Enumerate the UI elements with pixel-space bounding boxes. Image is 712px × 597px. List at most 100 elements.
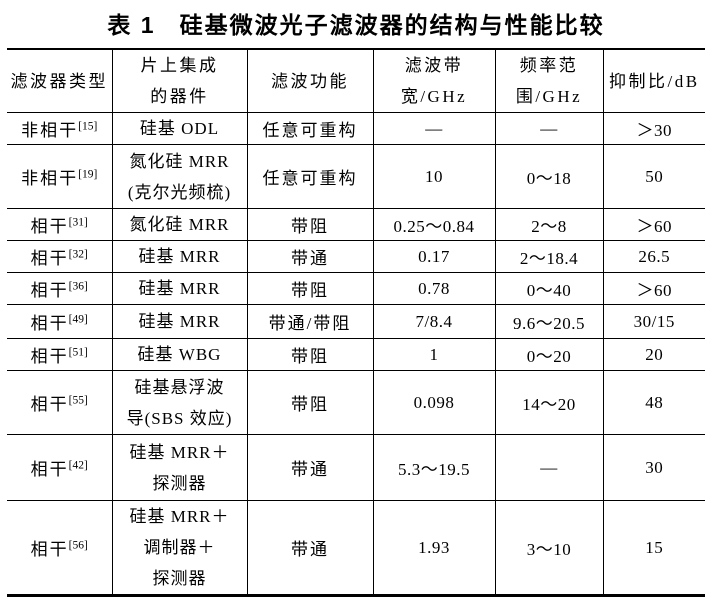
cell-device: 硅基 WBG — [111, 338, 248, 371]
table-row: 非相干[19] 氮化硅 MRR (克尔光频梳) 任意可重构 10 0～18 50 — [7, 144, 705, 209]
cell-device: 硅基 MRR — [111, 272, 248, 305]
cell-rejection: 30 — [602, 434, 705, 501]
table-row: 相干[55] 硅基悬浮波 导(SBS 效应) 带阻 0.098 14～20 48 — [7, 370, 705, 435]
cell-device: 硅基 MRR＋ 探测器 — [111, 434, 248, 501]
table-row: 相干[42] 硅基 MRR＋ 探测器 带通 5.3～19.5 — 30 — [7, 434, 705, 501]
cell-rejection: 26.5 — [602, 240, 705, 273]
header-line: 的器件 — [150, 87, 209, 106]
table-row: 相干[36] 硅基 MRR 带阻 0.78 0～40 ＞60 — [7, 272, 705, 305]
col-header-function: 滤波功能 — [246, 48, 374, 113]
cell-bandwidth: 7/8.4 — [372, 304, 496, 339]
cell-bandwidth: — — [372, 112, 496, 145]
device-line: 硅基 MRR — [138, 312, 221, 331]
device-line: 硅基 MRR — [138, 247, 221, 266]
cell-filter-type: 相干[32] — [7, 240, 113, 273]
cell-function: 任意可重构 — [246, 144, 374, 209]
cell-device: 硅基 MRR — [111, 240, 248, 273]
cell-range: 0～20 — [494, 338, 604, 371]
device-line: 硅基悬浮波 — [134, 377, 225, 397]
cell-range: 9.6～20.5 — [494, 304, 604, 339]
reference-superscript: [36] — [68, 280, 88, 293]
device-line: 探测器 — [152, 473, 207, 493]
filter-type-label: 相干 — [30, 395, 69, 414]
cell-bandwidth: 1.93 — [372, 500, 496, 596]
reference-superscript: [31] — [68, 216, 88, 229]
cell-rejection: ＞30 — [602, 112, 705, 145]
cell-rejection: ＞60 — [602, 208, 705, 241]
cell-function: 带阻 — [246, 338, 374, 371]
table-row: 相干[31] 氮化硅 MRR 带阻 0.25～0.84 2～8 ＞60 — [7, 208, 705, 241]
cell-range: 14～20 — [494, 370, 604, 435]
cell-range: 0～40 — [494, 272, 604, 305]
table-caption-title: 硅基微波光子滤波器的结构与性能比较 — [179, 12, 605, 38]
col-header-bandwidth: 滤波带 宽/GHz — [372, 48, 496, 113]
device-line: 氮化硅 MRR — [129, 151, 230, 171]
filter-type-label: 相干 — [30, 460, 69, 479]
table-row: 相干[49] 硅基 MRR 带通/带阻 7/8.4 9.6～20.5 30/15 — [7, 304, 705, 339]
reference-superscript: [19] — [78, 168, 98, 181]
device-line: 氮化硅 MRR — [129, 215, 230, 234]
filter-type-label: 非相干 — [21, 169, 79, 188]
cell-device: 硅基 ODL — [111, 112, 248, 145]
cell-rejection: 48 — [602, 370, 705, 435]
header-line: 片上集成 — [140, 56, 219, 75]
cell-device: 硅基 MRR＋ 调制器＋ 探测器 — [111, 500, 248, 596]
cell-rejection: 20 — [602, 338, 705, 371]
col-header-device: 片上集成 的器件 — [111, 48, 248, 113]
filters-comparison-table: 滤波器类型 片上集成 的器件 滤波功能 滤波带 宽/GHz 频率范 围/GHz — [7, 48, 705, 597]
cell-function: 带通 — [246, 240, 374, 273]
header-line: 宽/GHz — [400, 87, 468, 106]
header-line: 滤波带 — [404, 56, 464, 75]
reference-superscript: [49] — [68, 313, 88, 326]
reference-superscript: [42] — [68, 459, 88, 472]
device-line: 探测器 — [152, 569, 207, 588]
cell-range: 2～8 — [494, 208, 604, 241]
device-line: 调制器＋ — [143, 538, 216, 557]
filter-type-label: 相干 — [30, 249, 69, 268]
cell-range: — — [494, 434, 604, 501]
table-caption-number: 表 1 — [107, 12, 156, 38]
cell-filter-type: 非相干[15] — [7, 112, 113, 145]
cell-function: 带通 — [246, 500, 374, 596]
cell-bandwidth: 1 — [372, 338, 496, 371]
filter-type-label: 相干 — [30, 540, 69, 559]
cell-rejection: 50 — [602, 144, 705, 209]
cell-bandwidth: 0.17 — [372, 240, 496, 273]
cell-function: 带阻 — [246, 272, 374, 305]
cell-bandwidth: 10 — [372, 144, 496, 209]
reference-superscript: [15] — [78, 120, 98, 133]
reference-superscript: [55] — [68, 394, 88, 407]
cell-filter-type: 相干[56] — [7, 500, 113, 596]
filter-type-label: 相干 — [30, 347, 69, 366]
cell-range: 3～10 — [494, 500, 604, 596]
device-line: 硅基 MRR＋ — [129, 442, 230, 462]
device-line: 硅基 ODL — [139, 119, 220, 138]
cell-bandwidth: 5.3～19.5 — [372, 434, 496, 501]
reference-superscript: [56] — [68, 539, 88, 552]
cell-device: 氮化硅 MRR (克尔光频梳) — [111, 144, 248, 209]
device-line: 硅基 MRR — [138, 279, 221, 298]
cell-device: 硅基 MRR — [111, 304, 248, 339]
table-row: 非相干[15] 硅基 ODL 任意可重构 — — ＞30 — [7, 112, 705, 145]
filter-type-label: 相干 — [30, 314, 69, 333]
cell-function: 带通 — [246, 434, 374, 501]
cell-bandwidth: 0.78 — [372, 272, 496, 305]
header-line: 滤波器类型 — [10, 71, 108, 91]
cell-function: 带通/带阻 — [246, 304, 374, 339]
cell-function: 带阻 — [246, 208, 374, 241]
cell-function: 带阻 — [246, 370, 374, 435]
cell-filter-type: 非相干[19] — [7, 144, 113, 209]
col-header-range: 频率范 围/GHz — [494, 48, 604, 113]
cell-filter-type: 相干[31] — [7, 208, 113, 241]
col-header-rejection: 抑制比/dB — [602, 48, 705, 113]
device-line: (克尔光频梳) — [127, 182, 232, 202]
cell-filter-type: 相干[36] — [7, 272, 113, 305]
cell-rejection: 30/15 — [602, 304, 705, 339]
cell-bandwidth: 0.25～0.84 — [372, 208, 496, 241]
cell-device: 氮化硅 MRR — [111, 208, 248, 241]
cell-range: 0～18 — [494, 144, 604, 209]
header-row: 滤波器类型 片上集成 的器件 滤波功能 滤波带 宽/GHz 频率范 围/GHz — [7, 48, 705, 113]
header-line: 抑制比/dB — [608, 71, 700, 91]
table-row: 相干[51] 硅基 WBG 带阻 1 0～20 20 — [7, 338, 705, 371]
cell-rejection: 15 — [602, 500, 705, 596]
